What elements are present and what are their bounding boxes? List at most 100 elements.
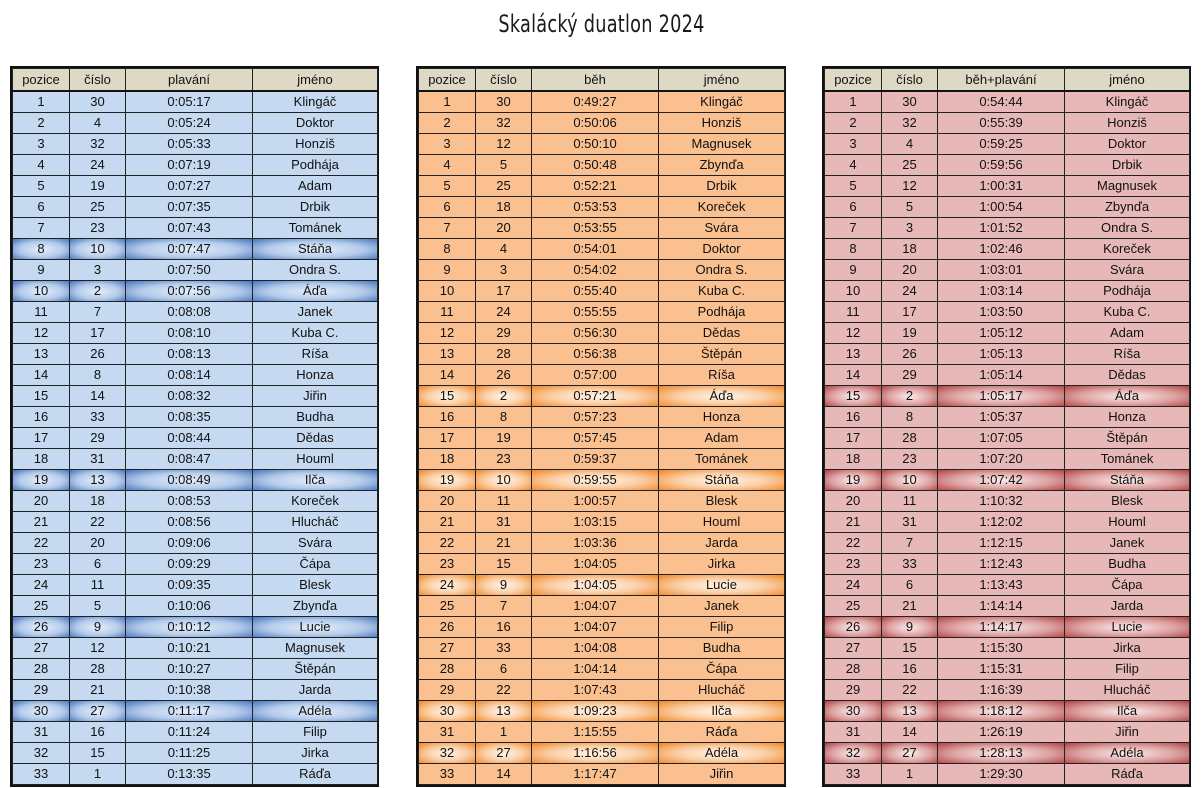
cell-time: 0:55:39	[937, 112, 1065, 134]
cell-position: 5	[418, 175, 476, 197]
cell-time: 0:59:55	[531, 469, 659, 491]
cell-time: 1:15:55	[531, 721, 659, 743]
cell-name: Klingáč	[1064, 90, 1190, 113]
cell-name: Ilča	[1064, 700, 1190, 722]
table-row: 26 9 0:10:12 Lucie	[12, 616, 378, 638]
cell-name: Koreček	[658, 196, 785, 218]
cell-time: 0:05:17	[125, 90, 253, 113]
cell-name: Honziš	[658, 112, 785, 134]
cell-name: Podhája	[658, 301, 785, 323]
table-row: 26 9 1:14:17 Lucie	[824, 616, 1190, 638]
cell-name: Doktor	[1064, 133, 1190, 155]
cell-position: 4	[12, 154, 70, 176]
cell-position: 27	[824, 637, 882, 659]
cell-number: 18	[881, 238, 938, 260]
table-row: 13 28 0:56:38 Štěpán	[418, 343, 785, 365]
cell-position: 33	[418, 763, 476, 785]
cell-number: 5	[475, 154, 532, 176]
cell-number: 6	[881, 574, 938, 596]
table-row: 32 27 1:16:56 Adéla	[418, 742, 785, 764]
cell-position: 29	[824, 679, 882, 701]
cell-name: Ríša	[1064, 343, 1190, 365]
cell-time: 0:54:02	[531, 259, 659, 281]
cell-number: 8	[69, 364, 126, 386]
cell-number: 10	[881, 469, 938, 491]
cell-time: 0:08:10	[125, 322, 253, 344]
cell-position: 21	[418, 511, 476, 533]
cell-time: 0:54:44	[937, 90, 1065, 113]
cell-position: 18	[824, 448, 882, 470]
cell-time: 1:07:42	[937, 469, 1065, 491]
cell-number: 8	[881, 406, 938, 428]
cell-name: Zbynďa	[1064, 196, 1190, 218]
cell-number: 7	[881, 532, 938, 554]
cell-number: 19	[881, 322, 938, 344]
cell-time: 1:07:05	[937, 427, 1065, 449]
cell-name: Magnusek	[658, 133, 785, 155]
cell-position: 32	[12, 742, 70, 764]
cell-position: 4	[824, 154, 882, 176]
cell-time: 0:10:27	[125, 658, 253, 680]
cell-number: 10	[475, 469, 532, 491]
cell-position: 21	[12, 511, 70, 533]
cell-name: Kuba C.	[1064, 301, 1190, 323]
table-row: 22 7 1:12:15 Janek	[824, 532, 1190, 554]
cell-name: Honza	[1064, 406, 1190, 428]
cell-time: 1:15:30	[937, 637, 1065, 659]
column-header-number: číslo	[69, 68, 126, 92]
cell-number: 9	[881, 616, 938, 638]
cell-number: 23	[475, 448, 532, 470]
run-results-table: pozice číslo běh jméno 1 30 0:49:27 Klingáč 2 32…	[416, 66, 786, 787]
cell-number: 33	[475, 637, 532, 659]
cell-number: 13	[881, 700, 938, 722]
cell-number: 10	[69, 238, 126, 260]
cell-position: 12	[418, 322, 476, 344]
cell-number: 14	[69, 385, 126, 407]
cell-time: 0:10:38	[125, 679, 253, 701]
cell-time: 0:08:14	[125, 364, 253, 386]
table-row: 1 30 0:54:44 Klingáč	[824, 90, 1190, 113]
cell-time: 0:11:25	[125, 742, 253, 764]
cell-time: 0:11:24	[125, 721, 253, 743]
cell-number: 2	[475, 385, 532, 407]
cell-name: Lucie	[658, 574, 785, 596]
cell-name: Adam	[252, 175, 378, 197]
cell-time: 0:10:12	[125, 616, 253, 638]
cell-number: 4	[881, 133, 938, 155]
cell-position: 31	[418, 721, 476, 743]
table-row: 18 23 1:07:20 Tománek	[824, 448, 1190, 470]
cell-position: 22	[824, 532, 882, 554]
cell-position: 3	[824, 133, 882, 155]
table-row: 12 19 1:05:12 Adam	[824, 322, 1190, 344]
cell-name: Ondra S.	[252, 259, 378, 281]
cell-position: 33	[12, 763, 70, 785]
cell-time: 0:09:35	[125, 574, 253, 596]
cell-time: 0:07:47	[125, 238, 253, 260]
cell-position: 6	[824, 196, 882, 218]
table-row: 10 17 0:55:40 Kuba C.	[418, 280, 785, 302]
cell-position: 31	[12, 721, 70, 743]
cell-number: 32	[881, 112, 938, 134]
cell-position: 15	[824, 385, 882, 407]
cell-position: 5	[824, 175, 882, 197]
cell-time: 0:11:17	[125, 700, 253, 722]
table-row: 21 31 1:12:02 Houml	[824, 511, 1190, 533]
cell-position: 11	[12, 301, 70, 323]
cell-name: Drbik	[658, 175, 785, 197]
cell-name: Koreček	[1064, 238, 1190, 260]
cell-name: Drbik	[1064, 154, 1190, 176]
cell-time: 0:08:13	[125, 343, 253, 365]
cell-position: 18	[418, 448, 476, 470]
table-row: 12 17 0:08:10 Kuba C.	[12, 322, 378, 344]
table-row: 14 8 0:08:14 Honza	[12, 364, 378, 386]
table-row: 18 23 0:59:37 Tománek	[418, 448, 785, 470]
header-row: pozice číslo běh jméno	[418, 68, 785, 92]
cell-position: 19	[12, 469, 70, 491]
cell-name: Filip	[252, 721, 378, 743]
cell-position: 11	[824, 301, 882, 323]
cell-number: 29	[475, 322, 532, 344]
cell-time: 0:05:24	[125, 112, 253, 134]
table-row: 16 8 0:57:23 Honza	[418, 406, 785, 428]
cell-number: 27	[69, 700, 126, 722]
cell-time: 0:07:27	[125, 175, 253, 197]
